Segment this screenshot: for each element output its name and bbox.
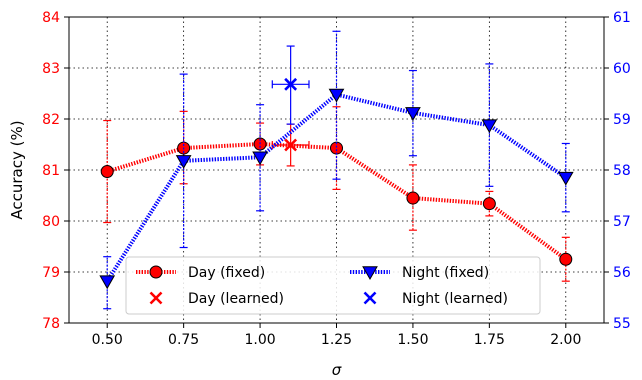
series-3 (271, 45, 310, 125)
y-axis-left: 78 79 80 81 82 83 84 (42, 10, 69, 332)
data-point (406, 191, 420, 205)
data-point (559, 252, 573, 266)
data-point (557, 171, 574, 186)
data-point-stroke (284, 77, 298, 91)
x-tick-label: 1.25 (321, 332, 352, 348)
y-left-tick-label: 80 (42, 214, 60, 230)
legend-item: Night (fixed) (350, 265, 489, 281)
legend-label: Night (learned) (402, 291, 508, 307)
legend: Day (fixed) Night (fixed) Day (learned) Nig… (125, 256, 541, 315)
legend-marker (149, 291, 163, 305)
y-left-tick-label: 78 (42, 316, 60, 332)
x-tick-label: 1.00 (244, 332, 275, 348)
legend-label: Night (fixed) (402, 265, 489, 281)
data-point (175, 155, 192, 169)
x-axis: 0.50 0.75 1.00 1.25 1.50 1.75 2.00 (92, 323, 581, 348)
data-point (482, 197, 496, 211)
y-left-tick-label: 84 (42, 10, 60, 26)
data-point-stroke (284, 138, 298, 152)
y-right-tick-label: 57 (613, 214, 631, 230)
series-2 (99, 30, 574, 310)
y-right-tick-label: 61 (613, 10, 631, 26)
y-right-tick-label: 60 (613, 61, 631, 77)
legend-item: Night (learned) (363, 291, 508, 307)
legend-box (125, 256, 541, 315)
y-left-tick-label: 79 (42, 265, 60, 281)
legend-label: Day (learned) (188, 291, 284, 307)
x-tick-label: 0.75 (168, 332, 199, 348)
y-left-tick-label: 82 (42, 112, 60, 128)
y-left-tick-label: 83 (42, 61, 60, 77)
y-left-tick-label: 81 (42, 163, 60, 179)
x-axis-label: σ (332, 361, 342, 379)
legend-item: Day (fixed) (136, 265, 265, 281)
x-tick-label: 1.50 (397, 332, 428, 348)
data-point (252, 151, 268, 166)
legend-marker (363, 291, 377, 305)
legend-marker-stroke (149, 291, 163, 305)
x-tick-label: 1.75 (474, 332, 505, 348)
data-point (328, 88, 345, 103)
data-point (405, 107, 421, 121)
legend-item: Day (learned) (149, 291, 284, 307)
legend-label: Day (fixed) (188, 265, 265, 281)
y-right-tick-label: 56 (613, 265, 631, 281)
legend-marker (362, 266, 378, 281)
x-tick-label: 2.00 (550, 332, 581, 348)
legend-marker (149, 265, 163, 279)
data-point (284, 77, 298, 91)
data-point (100, 165, 114, 179)
y-right-tick-label: 59 (613, 112, 631, 128)
y-right-tick-label: 55 (613, 316, 631, 332)
y-axis-right: 55 56 57 58 59 60 61 (604, 10, 631, 332)
series-1 (271, 123, 310, 167)
legend-marker-stroke (363, 291, 377, 305)
series-layer (99, 30, 574, 310)
data-point (284, 138, 298, 152)
y-axis-left-label: Accuracy (%) (8, 120, 26, 219)
data-point (481, 119, 498, 134)
x-tick-label: 0.50 (92, 332, 123, 348)
y-right-tick-label: 58 (613, 163, 631, 179)
data-point (99, 275, 116, 290)
